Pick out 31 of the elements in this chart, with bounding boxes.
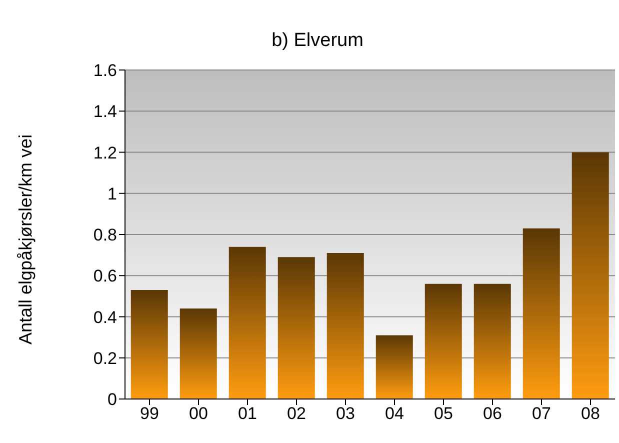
bar	[572, 152, 609, 399]
y-tick-label: 1.6	[93, 61, 117, 80]
x-tick-label: 08	[581, 404, 600, 424]
bar	[424, 284, 462, 399]
y-tick-label: 1.2	[93, 143, 117, 162]
y-axis-title: Antall elgpåkjørsler/km vei	[15, 134, 36, 344]
bar	[522, 228, 560, 399]
chart-title: b) Elverum	[270, 30, 364, 52]
x-tick-label: 01	[238, 404, 257, 424]
y-tick-label: 0.2	[93, 348, 117, 368]
y-tick-label: 1.4	[93, 102, 117, 122]
y-tick-label: 0.8	[93, 226, 117, 245]
x-tick-label: 03	[336, 404, 355, 424]
y-tick-label: 0	[108, 390, 117, 410]
bar	[130, 290, 168, 399]
bar	[474, 284, 511, 399]
bar	[376, 335, 413, 399]
bar	[326, 253, 364, 399]
x-tick-label: 04	[385, 404, 404, 424]
y-tick-label: 0.6	[93, 266, 117, 286]
bar	[278, 257, 315, 399]
x-tick-label: 00	[189, 404, 208, 424]
bar	[228, 246, 266, 399]
x-tick-label: 05	[434, 404, 453, 424]
x-tick-label: 07	[532, 404, 551, 424]
x-tick-label: 02	[287, 404, 306, 424]
x-tick-label: 06	[483, 404, 502, 424]
y-tick-label: 0.4	[93, 308, 117, 327]
y-tick-label: 1	[108, 184, 117, 204]
x-tick-label: 99	[140, 404, 159, 424]
bar	[180, 308, 217, 399]
